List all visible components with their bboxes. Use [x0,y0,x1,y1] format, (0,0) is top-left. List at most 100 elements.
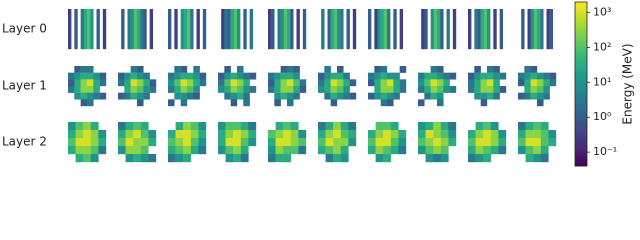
heatmap-cell [168,146,176,155]
colorbar-segment [575,38,587,42]
colorbar-segment [575,79,587,83]
heatmap-cell [530,86,538,93]
heatmap-cell [468,79,475,87]
heatmap-cell [380,79,388,87]
heatmap-cell [118,122,126,131]
heatmap-cell [374,9,378,50]
heatmap-cell [525,146,534,155]
heatmap-cell [90,138,99,147]
colorbar-segment [575,67,587,70]
heatmap-cell [375,146,384,155]
colorbar-tick-label: 10² [593,40,611,53]
heatmap-cell [490,130,499,139]
heatmap-cell [340,146,349,155]
row-label: Layer 0 [2,22,47,36]
heatmap-cell [333,130,341,139]
heatmap-cell [218,130,226,139]
heatmap-cell [180,79,188,87]
heatmap-cell [240,146,249,155]
heatmap-cell [398,138,407,147]
heatmap-cell [430,92,438,100]
heatmap-cell [283,9,288,50]
heatmap-cell [468,9,472,50]
heatmap-cell [80,99,88,107]
heatmap-cell [75,138,84,147]
heatmap-cell [133,130,141,139]
colorbar-segment [575,73,587,77]
heatmap-cell [274,99,281,107]
heatmap-cell [340,130,349,139]
heatmap-cell [175,154,184,163]
heatmap-cell [268,146,276,155]
colorbar-segment [575,45,587,48]
heatmap-cell [530,92,538,100]
heatmap-cell [468,130,476,139]
heatmap-cell [275,138,284,147]
heatmap-cell [243,79,250,87]
heatmap-cell [271,9,275,50]
heatmap-cell [283,122,291,131]
heatmap-cell [475,138,484,147]
colorbar-segment [575,36,587,40]
colorbar-segment [575,86,587,89]
heatmap-cell [218,86,225,93]
heatmap-cell [433,146,441,155]
heatmap-cell [443,72,450,80]
heatmap-cell [90,122,99,131]
heatmap-cell [225,154,234,163]
colorbar-segment [575,90,587,93]
heatmap-cell [293,72,300,80]
heatmap-cell [80,79,88,87]
heatmap-cell [321,9,325,50]
heatmap-cell [125,154,134,163]
heatmap-cell [118,92,125,100]
colorbar-segment [575,149,587,152]
heatmap-cell [493,79,500,87]
heatmap-cell [190,130,199,139]
heatmap-cell [137,86,144,93]
colorbar-segment [575,92,587,95]
heatmap-cell [93,92,100,100]
heatmap-cell [293,92,300,100]
heatmap-cell [287,72,294,80]
heatmap-cell [87,86,94,93]
heatmap-cell [540,138,549,147]
colorbar-segment [575,104,587,107]
heatmap-cell [221,9,225,50]
heatmap-cell [198,130,207,139]
heatmap-cell [530,66,538,73]
colorbar-segment [575,163,587,167]
row-label: Layer 2 [2,135,47,149]
heatmap-cell [118,72,125,80]
heatmap-cell [80,92,88,100]
heatmap-cell [118,146,126,155]
heatmap-cell [399,9,404,50]
heatmap-cell [340,138,349,147]
heatmap-cell [149,9,154,50]
heatmap-cell [480,99,488,107]
heatmap-cell [130,86,138,93]
heatmap-cell [118,79,125,87]
heatmap-cell [368,146,376,155]
heatmap-cell [280,79,288,87]
colorbar-segment [575,4,587,7]
heatmap-cell [433,122,441,131]
heatmap-cell [533,130,541,139]
heatmap-cell [268,86,275,93]
heatmap-cell [218,138,226,147]
heatmap-cell [175,146,184,155]
heatmap-cell [75,146,84,155]
heatmap-cell [183,9,188,50]
heatmap-cell [102,9,107,50]
heatmap-cell [225,138,234,147]
heatmap-cell [318,72,325,80]
colorbar-segment [575,30,587,34]
heatmap-cell [525,130,534,139]
heatmap-cell [487,79,494,87]
heatmap-cell [275,122,284,131]
heatmap-cell [324,79,331,87]
heatmap-cell [90,146,99,155]
heatmap-cell [374,92,381,100]
heatmap-cell [380,92,388,100]
heatmap-cell [530,72,538,80]
